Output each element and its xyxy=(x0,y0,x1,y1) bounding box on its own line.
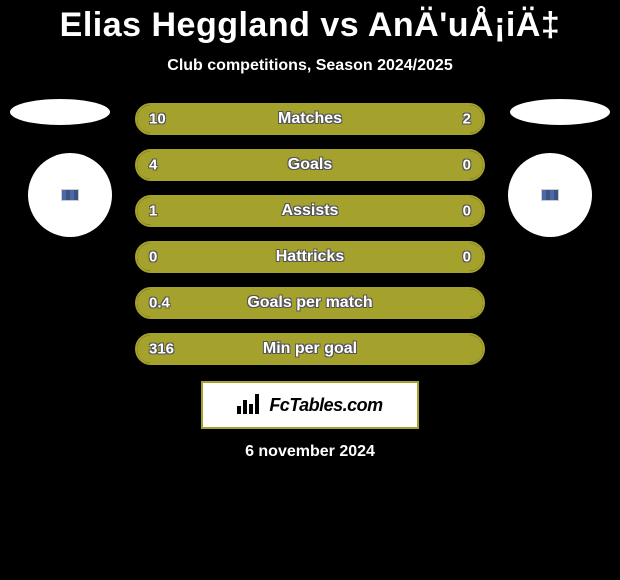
page-title: Elias Heggland vs AnÄ'uÅ¡iÄ‡ xyxy=(60,6,561,45)
stat-fill-left xyxy=(137,243,310,271)
date-text: 6 november 2024 xyxy=(245,443,375,461)
stat-fill-right xyxy=(310,243,483,271)
brand-box[interactable]: FcTables.com xyxy=(201,381,419,429)
stat-bar: 10Assists xyxy=(135,195,485,227)
stat-bar: 00Hattricks xyxy=(135,241,485,273)
stat-fill-left xyxy=(137,105,403,133)
stat-bar: 40Goals xyxy=(135,149,485,181)
stat-fill-left xyxy=(137,335,483,363)
brand-text: FcTables.com xyxy=(269,395,382,416)
player-left-disc xyxy=(28,153,112,237)
stats-area: 102Matches 40Goals 10Assists 00Hattricks 0.4… xyxy=(0,103,620,365)
player-right-disc xyxy=(508,153,592,237)
comparison-card: Elias Heggland vs AnÄ'uÅ¡iÄ‡ Club compet… xyxy=(0,0,620,461)
flag-icon xyxy=(61,189,79,201)
stat-fill-left xyxy=(137,289,483,317)
subtitle: Club competitions, Season 2024/2025 xyxy=(167,57,452,75)
stat-bars-column: 102Matches 40Goals 10Assists 00Hattricks 0.4… xyxy=(135,103,485,365)
stat-fill-left xyxy=(137,151,483,179)
player-left-ellipse xyxy=(10,99,110,125)
stat-fill-left xyxy=(137,197,483,225)
stat-fill-right xyxy=(403,105,483,133)
flag-icon xyxy=(541,189,559,201)
stat-bar: 316Min per goal xyxy=(135,333,485,365)
brand-bars-icon xyxy=(237,394,263,416)
stat-bar: 0.4Goals per match xyxy=(135,287,485,319)
stat-bar: 102Matches xyxy=(135,103,485,135)
player-right-ellipse xyxy=(510,99,610,125)
